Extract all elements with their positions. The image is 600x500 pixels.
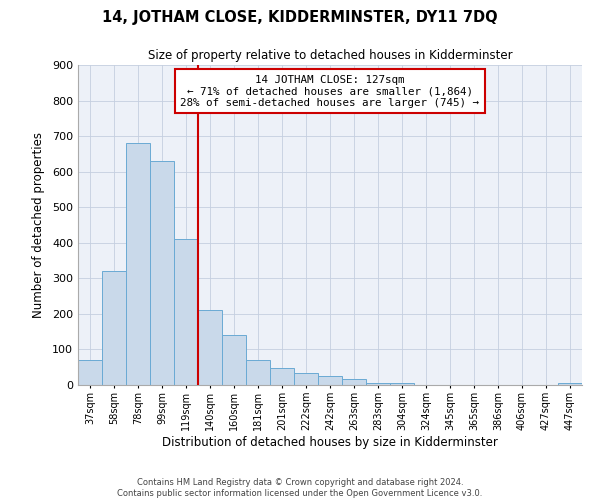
Bar [174,239,198,385]
Bar [558,383,582,385]
Text: Contains HM Land Registry data © Crown copyright and database right 2024.
Contai: Contains HM Land Registry data © Crown c… [118,478,482,498]
Bar [270,368,294,385]
Bar [222,335,246,385]
Bar [342,378,366,385]
Bar [78,360,102,385]
Text: 14, JOTHAM CLOSE, KIDDERMINSTER, DY11 7DQ: 14, JOTHAM CLOSE, KIDDERMINSTER, DY11 7D… [102,10,498,25]
Title: Size of property relative to detached houses in Kidderminster: Size of property relative to detached ho… [148,50,512,62]
Text: 14 JOTHAM CLOSE: 127sqm
← 71% of detached houses are smaller (1,864)
28% of semi: 14 JOTHAM CLOSE: 127sqm ← 71% of detache… [181,74,479,108]
Bar [126,143,150,385]
Y-axis label: Number of detached properties: Number of detached properties [32,132,45,318]
Bar [318,376,342,385]
Bar [102,271,126,385]
Bar [246,360,270,385]
Bar [390,383,414,385]
X-axis label: Distribution of detached houses by size in Kidderminster: Distribution of detached houses by size … [162,436,498,448]
Bar [150,161,174,385]
Bar [366,382,390,385]
Bar [198,310,222,385]
Bar [294,372,318,385]
